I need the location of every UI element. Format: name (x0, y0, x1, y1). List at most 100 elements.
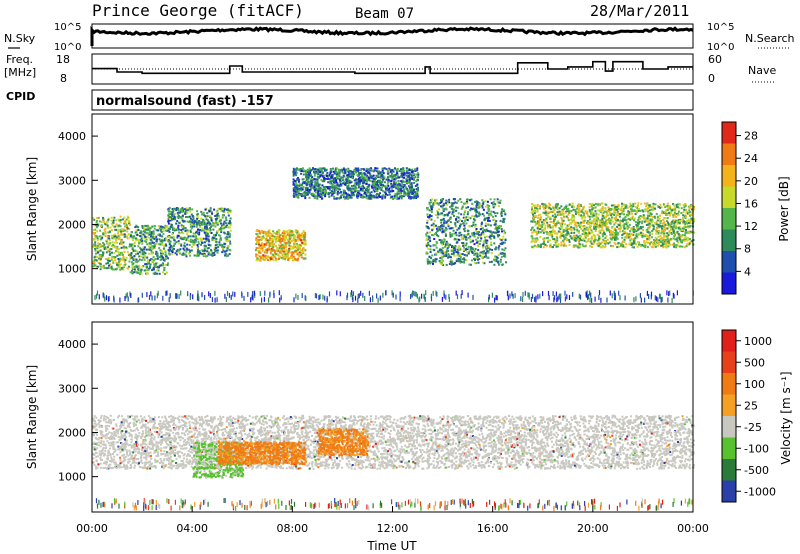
power-cell-band-4 (313, 196, 316, 199)
power-cell-band-3 (271, 240, 274, 243)
power-cell-band-4 (368, 178, 371, 181)
power-cell-band-2 (214, 244, 217, 247)
power-cell-band-1 (158, 243, 161, 246)
power-cell-band-4 (377, 174, 380, 177)
power-cell-band-3 (255, 259, 258, 262)
power-cell-band-2 (170, 224, 173, 227)
power-cell-band-5 (447, 223, 450, 226)
power-cell-band-6 (623, 238, 626, 241)
power-cell-band-4 (398, 192, 400, 195)
power-cell-band-1 (138, 251, 141, 254)
power-cell-band-4 (363, 190, 366, 193)
power-cell-band-0 (115, 219, 118, 222)
power-cell-band-3 (265, 237, 268, 240)
power-cell-band-1 (133, 241, 136, 244)
power-cell-band-4 (301, 187, 304, 190)
power-cell-band-2 (227, 245, 230, 248)
power-cell-band-5 (492, 231, 495, 234)
power-cell-band-4 (402, 168, 405, 171)
power-cell-band-1 (137, 268, 140, 270)
power-cell-band-4 (295, 191, 298, 194)
power-cell-band-3 (258, 236, 261, 239)
power-cell-band-1 (153, 225, 156, 228)
power-cell-band-4 (417, 187, 419, 190)
power-cell-band-0 (109, 226, 112, 229)
power-cell-band-5 (476, 202, 479, 205)
power-cell-band-6 (685, 238, 688, 241)
power-cell-band-2 (213, 224, 216, 227)
power-cell-band-0 (98, 257, 101, 260)
power-cell-band-3 (283, 245, 286, 248)
power-cell-band-4 (416, 194, 419, 197)
power-cell-band-4 (335, 179, 338, 182)
power-cell-band-4 (371, 175, 374, 178)
power-cell-band-5 (455, 202, 458, 204)
power-cell-band-5 (468, 250, 471, 253)
power-cell-band-1 (130, 231, 133, 234)
power-cell-band-4 (347, 176, 349, 179)
power-cell-band-4 (297, 168, 300, 171)
power-cell-band-0 (120, 230, 123, 233)
power-cell-band-3 (278, 247, 281, 249)
power-cell-band-5 (471, 251, 474, 253)
power-cell-band-4 (307, 193, 309, 196)
power-cell-band-5 (483, 250, 486, 253)
power-cell-band-1 (165, 244, 168, 247)
power-cell-band-2 (187, 208, 190, 211)
power-cell-band-1 (132, 267, 135, 270)
power-cell-band-2 (219, 237, 222, 240)
power-cell-band-6 (628, 223, 631, 226)
power-cell-band-0 (113, 225, 116, 228)
power-cell-band-5 (429, 248, 432, 251)
power-cell-band-1 (163, 227, 166, 230)
power-cell-band-0 (95, 219, 98, 222)
power-cell-band-4 (349, 196, 352, 199)
power-cell-band-5 (432, 222, 435, 225)
freq-label: Freq. (6, 53, 33, 66)
power-cell-band-3 (260, 245, 263, 248)
power-cell-band-2 (216, 217, 218, 220)
power-cell-band-2 (205, 224, 208, 227)
power-cell-band-4 (366, 174, 369, 177)
power-cell-band-4 (358, 176, 361, 179)
power-cell-band-5 (451, 207, 454, 210)
power-cell-band-1 (159, 233, 161, 236)
power-cell-band-4 (359, 182, 361, 185)
power-cell-band-4 (346, 193, 348, 196)
power-cell-band-2 (170, 236, 173, 239)
power-cell-band-0 (105, 222, 108, 225)
power-cell-band-4 (403, 184, 406, 187)
power-cell-band-3 (292, 238, 295, 241)
power-cell-band-5 (500, 252, 503, 255)
power-cell-band-5 (482, 246, 485, 249)
power-cell-band-3 (283, 241, 286, 244)
power-cell-band-5 (493, 198, 496, 201)
power-cell-band-5 (480, 225, 483, 227)
power-cell-band-6 (589, 218, 591, 221)
power-cell-band-0 (111, 251, 113, 254)
power-cell-band-2 (211, 238, 214, 241)
power-cell-band-5 (505, 261, 507, 264)
power-cell-band-4 (379, 196, 382, 198)
power-cell-band-5 (475, 200, 478, 203)
power-cell-band-2 (200, 252, 203, 255)
power-cell-band-1 (129, 271, 132, 274)
power-cell-band-4 (398, 197, 400, 200)
power-cell-band-5 (442, 217, 445, 220)
power-cell-band-2 (188, 208, 191, 211)
power-cell-band-5 (428, 255, 431, 258)
power-cell-band-0 (95, 226, 98, 229)
power-cell-band-4 (365, 169, 368, 171)
power-cell-band-2 (219, 239, 222, 242)
power-cell-band-5 (493, 258, 496, 261)
power-cell-band-2 (179, 237, 182, 240)
power-cell-band-5 (444, 243, 447, 246)
power-cell-band-3 (274, 241, 277, 244)
power-cell-band-3 (256, 229, 259, 232)
power-cell-band-1 (150, 252, 153, 255)
power-cell-band-0 (121, 233, 124, 236)
power-cell-band-5 (485, 235, 488, 238)
power-cell-band-4 (310, 180, 313, 183)
power-cell-band-2 (214, 218, 217, 220)
power-cell-band-5 (485, 247, 488, 250)
